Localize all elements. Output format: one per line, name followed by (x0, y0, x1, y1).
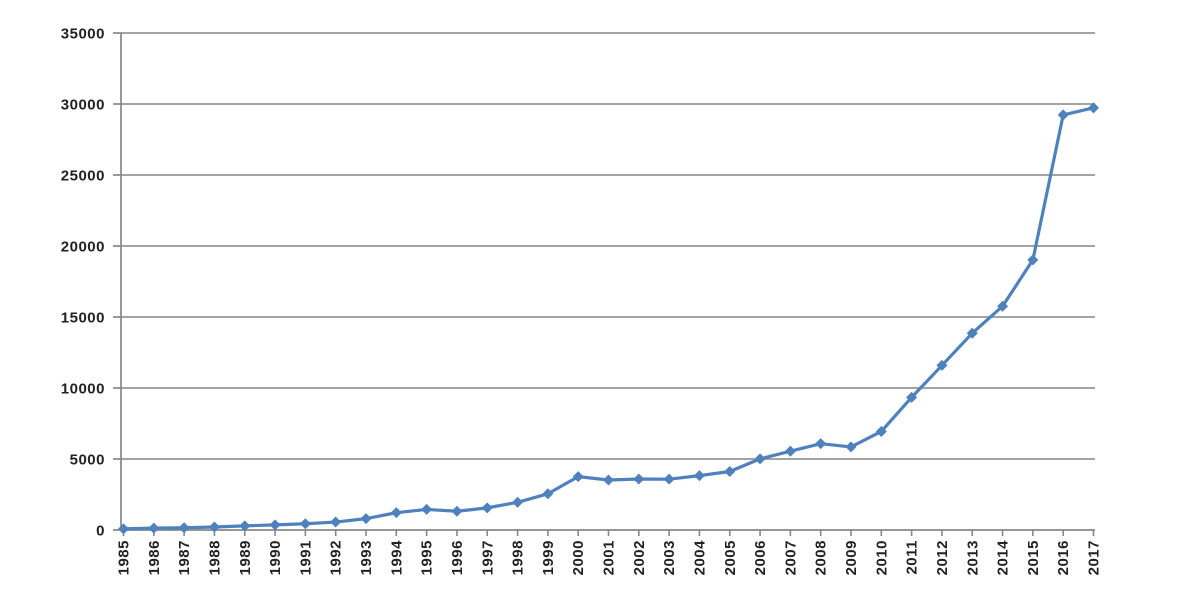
x-axis-tick-label: 2013 (964, 540, 981, 575)
data-point-marker (239, 520, 251, 532)
x-axis-tick-label: 2006 (752, 540, 769, 575)
data-point-marker (1087, 102, 1100, 114)
data-point-marker (178, 522, 190, 534)
data-point-marker (148, 522, 160, 534)
y-axis-tick-label: 15000 (61, 310, 105, 327)
x-axis-tick-label: 1989 (237, 540, 254, 575)
series-line (121, 106, 1096, 531)
data-point-marker (451, 505, 463, 517)
x-axis-tick-label: 1998 (510, 540, 527, 575)
data-point-marker (784, 445, 796, 457)
data-point-marker (845, 441, 857, 453)
y-axis-tick-label: 20000 (61, 239, 105, 256)
x-axis-tick-label: 1986 (146, 540, 163, 575)
data-point-marker (299, 518, 311, 530)
x-axis-tick-label: 1993 (358, 540, 375, 575)
data-point-marker (542, 488, 554, 500)
x-axis-tick-label: 2007 (782, 540, 799, 575)
x-axis-tick-label: 1996 (449, 540, 466, 575)
x-axis-tick-label: 2010 (873, 540, 890, 575)
x-axis-tick-label: 1994 (388, 540, 405, 576)
data-point-marker (481, 502, 493, 514)
data-point-marker (390, 507, 402, 519)
data-point-marker (693, 470, 705, 482)
x-axis-tick-label: 1985 (116, 540, 133, 575)
x-axis-tick-label: 2000 (570, 540, 587, 575)
data-point-marker (330, 516, 342, 528)
x-axis-tick-label: 1991 (297, 540, 314, 575)
y-axis-tick-label: 30000 (61, 97, 105, 114)
data-point-marker (360, 513, 372, 525)
data-point-marker (117, 523, 130, 535)
x-axis-tick-label: 2009 (843, 540, 860, 575)
x-axis-tick-label: 1987 (176, 540, 193, 575)
data-point-marker (875, 425, 887, 437)
y-axis-tick-label: 0 (96, 523, 105, 540)
data-point-marker (208, 521, 220, 533)
y-axis-tick-label: 5000 (70, 452, 105, 469)
x-axis-tick-label: 2005 (722, 540, 739, 575)
x-axis-tick-label: 2011 (904, 540, 921, 575)
x-axis-tick-label: 2017 (1086, 540, 1103, 575)
data-point-marker (663, 473, 675, 485)
x-axis-tick-label: 2001 (601, 540, 618, 575)
data-point-marker (269, 519, 281, 531)
x-axis-tick-label: 2003 (661, 540, 678, 575)
data-point-marker (602, 474, 615, 486)
data-point-marker (633, 473, 645, 485)
data-point-marker (815, 438, 827, 450)
x-axis-tick-label: 2016 (1055, 540, 1072, 575)
y-axis-tick-label: 35000 (61, 26, 105, 43)
y-axis-tick-label: 10000 (61, 381, 105, 398)
x-axis-tick-label: 2015 (1025, 540, 1042, 575)
x-axis-tick-label: 1988 (206, 540, 223, 575)
data-point-marker (421, 503, 433, 515)
data-point-marker (997, 300, 1009, 312)
data-point-marker (572, 471, 584, 483)
x-axis-tick-label: 2008 (813, 540, 830, 575)
data-point-marker (724, 465, 736, 478)
data-point-marker (512, 496, 524, 508)
data-point-marker (1057, 109, 1069, 121)
x-axis-tick-label: 2012 (934, 540, 951, 575)
data-point-marker (936, 359, 948, 371)
x-axis-tick-label: 1992 (328, 540, 345, 575)
y-axis-tick-label: 25000 (61, 168, 105, 185)
data-point-marker (1027, 254, 1039, 266)
x-axis-tick-label: 1997 (479, 540, 496, 575)
x-axis-tick-label: 2002 (631, 540, 648, 575)
data-point-marker (966, 327, 978, 339)
x-axis-tick-label: 2004 (691, 540, 708, 576)
x-axis-tick-label: 2014 (995, 540, 1012, 576)
x-axis-tick-label: 1995 (419, 540, 436, 575)
x-axis-tick-label: 1999 (540, 540, 557, 575)
data-point-marker (754, 453, 766, 465)
data-point-marker (906, 391, 918, 403)
x-axis-tick-label: 1990 (267, 540, 284, 575)
